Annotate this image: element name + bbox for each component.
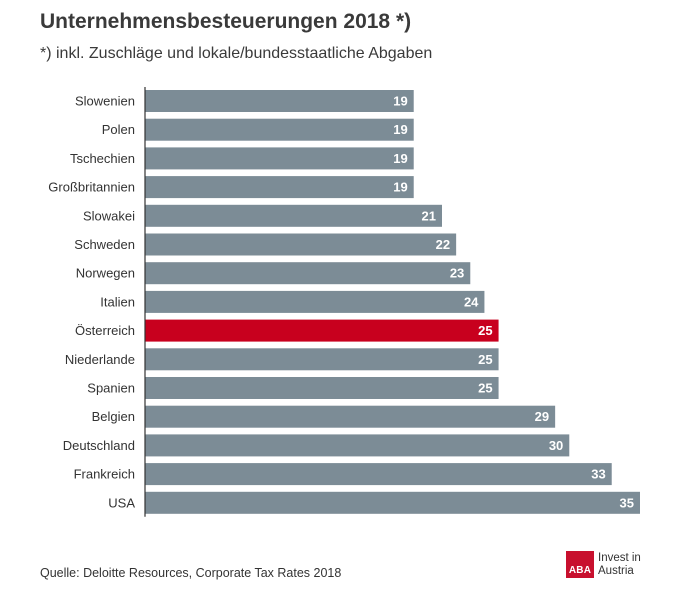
bar-7: [145, 290, 485, 313]
chart-subtitle: *) inkl. Zuschläge und lokale/bundesstaa…: [40, 45, 433, 62]
category-label: Frankreich: [74, 467, 135, 482]
data-label: 19: [393, 94, 407, 109]
category-label: Polen: [102, 122, 135, 137]
data-label: 33: [591, 467, 605, 482]
category-label: Schweden: [74, 237, 135, 252]
category-label: Norwegen: [76, 266, 135, 281]
data-label: 19: [393, 180, 407, 195]
bar-2: [145, 147, 414, 170]
bar-4: [145, 204, 442, 227]
source-note: Quelle: Deloitte Resources, Corporate Ta…: [40, 566, 342, 580]
data-label: 25: [478, 352, 492, 367]
bar-1: [145, 118, 414, 141]
bar-12: [145, 434, 570, 457]
bar-0: [145, 90, 414, 112]
category-label: Italien: [100, 294, 135, 309]
aba-logo-line2: Austria: [598, 564, 634, 577]
category-label: Tschechien: [70, 151, 135, 166]
category-label: Belgien: [92, 409, 135, 424]
data-label: 24: [464, 294, 479, 309]
category-label: Slowakei: [83, 208, 135, 223]
chart-title: Unternehmensbesteuerungen 2018 *): [40, 10, 412, 33]
bar-5: [145, 233, 457, 256]
aba-logo-mark: ABA: [566, 551, 594, 578]
aba-logo-line1: Invest in: [598, 551, 641, 564]
data-label: 19: [393, 122, 407, 137]
bar-8: [145, 319, 499, 342]
bar-3: [145, 176, 414, 199]
data-label: 30: [549, 438, 563, 453]
data-label: 22: [436, 237, 450, 252]
category-label: Österreich: [75, 323, 135, 338]
data-label: 35: [620, 495, 634, 510]
category-label: Slowenien: [75, 94, 135, 109]
data-label: 23: [450, 266, 464, 281]
data-label: 21: [422, 208, 436, 223]
category-label: Niederlande: [65, 352, 135, 367]
category-label: USA: [108, 495, 135, 510]
bar-10: [145, 377, 499, 399]
bar-chart: Slowenien 19 Polen 19 Tschechien 19 Großbritan…: [48, 87, 640, 517]
category-label: Spanien: [87, 381, 135, 396]
aba-logo-text: Invest in Austria: [598, 552, 641, 578]
data-label: 29: [535, 409, 549, 424]
data-label: 19: [393, 151, 407, 166]
bar-6: [145, 262, 471, 285]
data-label: 25: [478, 323, 492, 338]
bar-11: [145, 405, 556, 428]
aba-logo: ABA Invest in Austria: [566, 551, 641, 578]
category-label: Großbritannien: [48, 180, 135, 195]
data-label: 25: [478, 381, 492, 396]
category-label: Deutschland: [63, 438, 135, 453]
bar-9: [145, 348, 499, 371]
bar-14: [145, 491, 640, 514]
bar-13: [145, 463, 612, 486]
